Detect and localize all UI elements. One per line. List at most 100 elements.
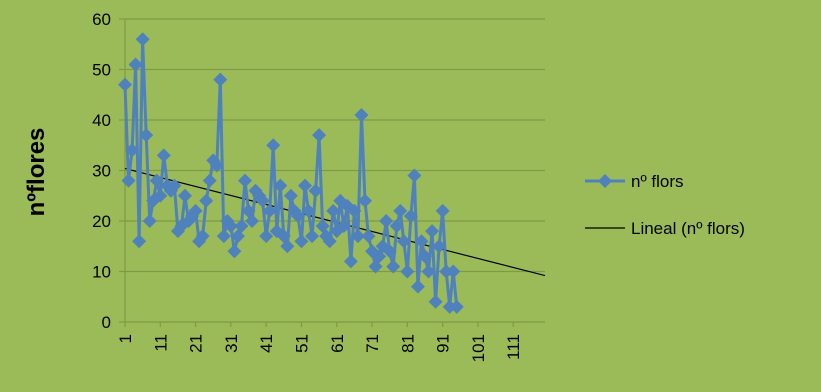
x-tick-labels: 1 11 21 31 41 51 61 71 81 91 101 111 (116, 334, 523, 362)
x-tick-label: 31 (222, 334, 241, 353)
y-tick-label: 0 (102, 313, 111, 332)
data-point (234, 219, 249, 234)
data-point (238, 173, 252, 188)
data-point (202, 173, 217, 188)
y-tick-label: 20 (92, 212, 111, 231)
data-point (132, 234, 147, 249)
data-point (223, 219, 238, 234)
data-point (435, 203, 450, 218)
x-tick-label: 1 (116, 334, 135, 343)
data-point (439, 264, 454, 279)
data-point (407, 168, 422, 183)
data-point (216, 229, 231, 244)
data-point (188, 203, 203, 218)
data-point (326, 203, 341, 218)
data-point (209, 158, 224, 173)
data-point (199, 193, 214, 208)
data-point (336, 219, 351, 234)
y-tick-label: 30 (92, 162, 111, 181)
data-point (343, 254, 358, 269)
data-point (308, 183, 323, 198)
y-tick-label: 10 (92, 263, 111, 282)
data-point (273, 178, 288, 193)
data-point (167, 178, 182, 193)
data-point (393, 203, 408, 218)
x-tick-label: 51 (292, 334, 311, 353)
x-tick-label: 91 (434, 334, 453, 353)
x-tick-label: 41 (257, 334, 276, 353)
data-point (414, 234, 429, 249)
data-point (386, 259, 401, 274)
data-point (118, 77, 132, 92)
data-point (432, 239, 447, 254)
data-point (428, 294, 443, 309)
data-point (125, 143, 140, 158)
data-point (425, 224, 440, 239)
legend-label: Lineal (nº flors) (631, 219, 745, 238)
data-point (312, 128, 327, 143)
y-tick-label: 60 (92, 10, 111, 29)
y-tick-label: 40 (92, 111, 111, 130)
x-tick-label: 101 (469, 334, 488, 362)
data-point (379, 214, 394, 228)
data-point (305, 229, 320, 244)
data-point (290, 208, 305, 223)
data-point (418, 249, 432, 264)
data-point (410, 279, 425, 294)
data-point (142, 214, 157, 228)
data-point (259, 229, 274, 244)
data-point (446, 264, 461, 279)
x-tick-label: 11 (151, 334, 170, 352)
data-point (156, 148, 171, 163)
data-point (245, 214, 260, 228)
data-point (449, 299, 464, 314)
data-point (301, 203, 316, 218)
data-point (266, 138, 281, 153)
data-point (149, 173, 164, 188)
data-point (358, 193, 372, 208)
x-tick-label: 111 (504, 334, 523, 360)
axes (119, 18, 545, 327)
data-point (298, 178, 312, 193)
data-point (255, 193, 270, 208)
data-point (128, 57, 143, 72)
y-tick-label: 50 (92, 61, 111, 80)
legend-label: nº flors (631, 172, 684, 191)
y-axis-label: nºflores (23, 128, 50, 217)
x-tick-label: 71 (363, 334, 382, 353)
data-point (350, 229, 365, 244)
data-point (121, 173, 136, 188)
data-point (382, 244, 397, 259)
data-point (421, 264, 436, 279)
data-point (178, 188, 192, 203)
legend: nº flors Lineal (nº flors) (585, 172, 745, 238)
data-point (403, 208, 418, 223)
data-point (283, 188, 298, 203)
data-point (139, 128, 154, 143)
data-point (213, 72, 228, 87)
data-point (227, 244, 242, 259)
data-point (294, 234, 309, 249)
data-point (361, 229, 376, 244)
data-point (262, 203, 277, 218)
y-tick-labels: 0 10 20 30 40 50 60 (92, 10, 111, 332)
series-layer (118, 32, 464, 314)
data-point (280, 239, 295, 254)
data-point (396, 234, 411, 249)
data-point (400, 264, 415, 279)
data-point (153, 188, 168, 203)
data-point (442, 299, 457, 314)
data-point (389, 219, 404, 234)
data-point (322, 234, 337, 249)
x-tick-label: 61 (328, 334, 347, 353)
x-tick-label: 21 (187, 334, 206, 353)
data-point (354, 107, 369, 122)
x-tick-label: 81 (398, 334, 417, 353)
diamond-icon (598, 174, 612, 188)
data-point (195, 229, 210, 244)
data-point (135, 32, 150, 47)
data-point (347, 203, 362, 218)
